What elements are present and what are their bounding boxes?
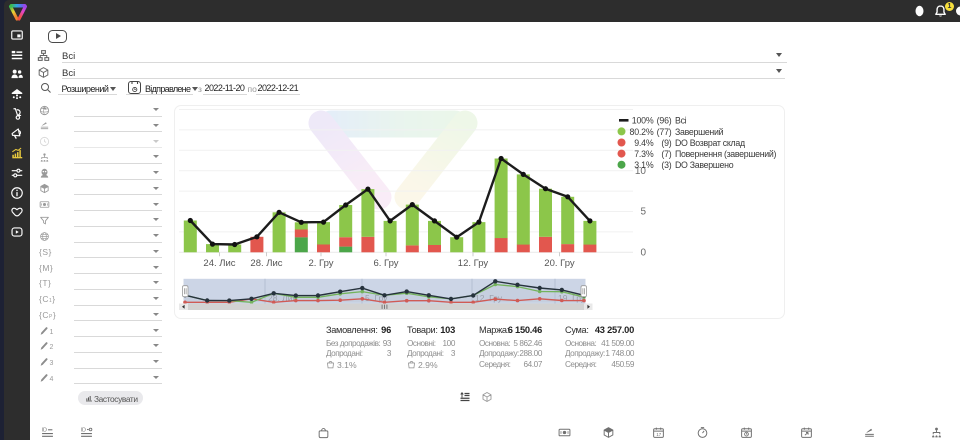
svg-text:Завершений: Завершений (675, 127, 724, 137)
svg-text:ID: ID (41, 427, 47, 433)
svg-text:24. Лис: 24. Лис (203, 258, 235, 269)
svg-text:12. Гру: 12. Гру (458, 258, 489, 269)
svg-text:6. Гру: 6. Гру (373, 258, 398, 269)
svg-text:ID: ID (80, 427, 86, 433)
svg-text:(96): (96) (657, 116, 672, 126)
svg-text:(77): (77) (657, 127, 672, 137)
svg-text:20. Гру: 20. Гру (544, 258, 575, 269)
svg-text:2. Гру: 2. Гру (308, 258, 333, 269)
svg-text:28. Лис: 28. Лис (268, 293, 298, 303)
svg-text:Повернення (завершений): Повернення (завершений) (675, 149, 776, 159)
svg-text:7.3%: 7.3% (634, 149, 654, 159)
svg-text:10: 10 (635, 166, 647, 177)
svg-text:80.2%: 80.2% (630, 127, 654, 137)
svg-text:Всі: Всі (675, 116, 687, 126)
svg-text:12. Гру: 12. Гру (475, 293, 503, 303)
svg-text:100%: 100% (632, 116, 654, 126)
svg-text:5: 5 (640, 207, 646, 218)
svg-text:3.1%: 3.1% (634, 160, 654, 170)
svg-text:19. Гру: 19. Гру (558, 293, 586, 303)
svg-text:(3): (3) (661, 160, 671, 170)
svg-text:(9): (9) (661, 138, 671, 148)
svg-text:(7): (7) (661, 149, 671, 159)
svg-text:DO Возврат склад: DO Возврат склад (675, 138, 745, 148)
svg-text:5. Гру: 5. Гру (365, 293, 388, 303)
svg-text:0: 0 (640, 248, 646, 259)
svg-text:17: 17 (656, 432, 661, 437)
svg-text:DO Завершено: DO Завершено (675, 160, 734, 170)
svg-text:9.4%: 9.4% (634, 138, 654, 148)
svg-text:28. Лис: 28. Лис (250, 258, 282, 269)
